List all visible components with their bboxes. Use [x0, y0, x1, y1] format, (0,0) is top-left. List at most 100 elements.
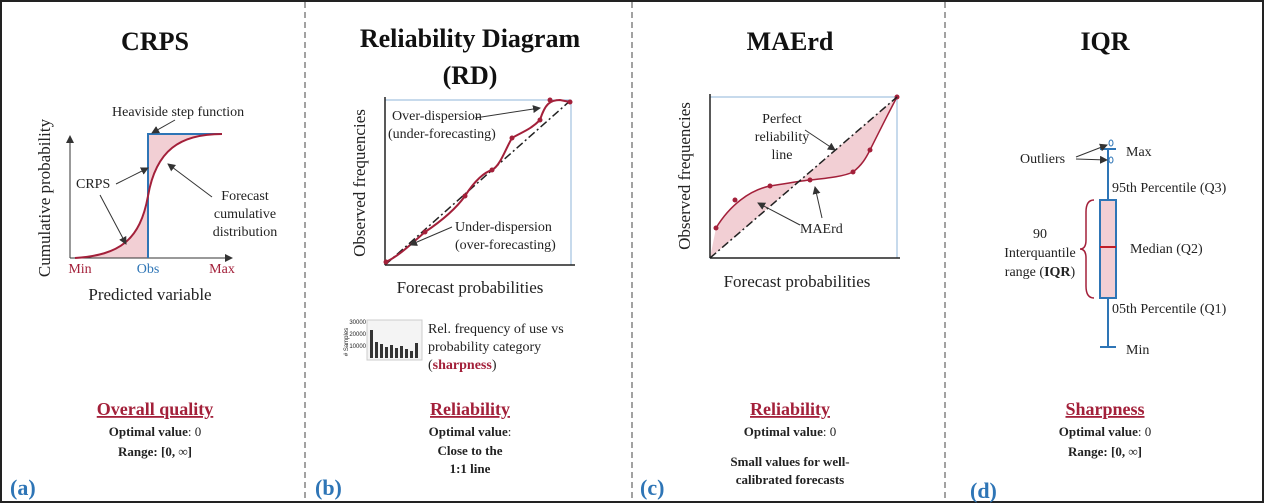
note: Small values for well-: [730, 454, 849, 469]
keyword: sharpness: [433, 358, 493, 373]
step-function: [147, 133, 222, 258]
diagonal: [384, 99, 572, 266]
property: Overall quality: [97, 399, 214, 419]
panel-title: CRPS: [121, 27, 189, 56]
y-axis-label: Observed frequencies: [350, 109, 369, 257]
decoration-circle: [462, 193, 468, 199]
label: 90: [1033, 227, 1047, 242]
decoration-circle: [422, 229, 428, 235]
reliability-curve: [715, 96, 898, 229]
optimal-key: Optimal value: [429, 424, 508, 439]
x-axis-label: Forecast probabilities: [397, 278, 544, 297]
optimal: Optimal value: 0: [1059, 424, 1151, 439]
y-axis-label: Cumulative probability: [35, 118, 54, 277]
optimal-value: : 0: [823, 424, 836, 439]
decoration-circle: [767, 183, 773, 189]
optimal: Optimal value:: [429, 424, 512, 439]
text: range (: [1005, 265, 1045, 280]
arrow: [151, 119, 176, 134]
x-axis-label: Forecast probabilities: [724, 272, 871, 291]
label: cumulative: [214, 207, 276, 222]
hist-note: Rel. frequency of use vs: [428, 322, 564, 337]
arrow: [115, 167, 149, 185]
property: Reliability: [750, 399, 830, 419]
label: Forecast: [221, 189, 269, 204]
cdf-curve: [74, 133, 223, 259]
paren: ): [492, 358, 497, 373]
optimal: Optimal value: 0: [109, 424, 201, 439]
tick-label: Max: [209, 262, 235, 277]
outlier: [1108, 139, 1114, 147]
decoration-rect: [395, 348, 398, 358]
keyword: IQR: [1044, 265, 1071, 280]
hist-note: (sharpness): [428, 358, 497, 373]
panel-tag: (d): [970, 478, 997, 503]
property: Sharpness: [1065, 399, 1144, 419]
label: Under-dispersion: [455, 220, 552, 235]
hist-tick: 20000: [349, 332, 366, 338]
decoration-circle: [713, 225, 719, 231]
box: [1099, 199, 1117, 299]
label: Over-dispersion: [392, 109, 482, 124]
label: Max: [1126, 145, 1152, 160]
panel-title: (RD): [443, 61, 498, 90]
hist-bars: [370, 330, 418, 358]
optimal-note: 1:1 line: [450, 461, 491, 476]
decoration-rect: [375, 342, 378, 358]
arrow: [757, 202, 801, 226]
optimal-key: Optimal value: [109, 424, 188, 439]
decoration-circle: [547, 97, 553, 103]
tick-label: Obs: [137, 262, 160, 277]
label: reliability: [755, 130, 809, 145]
text: ): [1071, 265, 1076, 280]
arrow: [409, 226, 453, 246]
decoration-rect: [390, 345, 393, 358]
optimal-value: : 0: [188, 424, 201, 439]
note: calibrated forecasts: [736, 472, 844, 487]
decoration-circle: [383, 259, 389, 265]
hist-tick: 10000: [349, 344, 366, 350]
tick-label: Min: [68, 262, 91, 277]
arrow: [474, 105, 541, 119]
label: 05th Percentile (Q1): [1112, 302, 1227, 317]
crps-area: [148, 134, 222, 196]
label: range (IQR): [1005, 265, 1076, 280]
decoration-rect: [410, 351, 413, 358]
label: Outliers: [1020, 152, 1065, 167]
paren: (: [428, 358, 433, 373]
x-axis-label: Predicted variable: [88, 285, 211, 304]
hist-axis: # Samples: [344, 328, 350, 356]
optimal-value: : 0: [1138, 424, 1151, 439]
range: Range: [0, ∞]: [118, 444, 192, 459]
arrow: [804, 129, 836, 151]
panel-tag: (a): [10, 475, 36, 500]
panel-tag: (c): [640, 475, 664, 500]
diagonal: [709, 96, 898, 259]
decoration-circle: [850, 169, 856, 175]
arrow: [1075, 155, 1108, 164]
decoration-circle: [509, 135, 515, 141]
decoration-circle: [867, 147, 873, 153]
label: (over-forecasting): [455, 238, 556, 253]
decoration-circle: [537, 117, 543, 123]
label: Perfect: [762, 112, 802, 127]
decoration-rect: [415, 343, 418, 358]
label: line: [772, 148, 793, 163]
points: [383, 97, 573, 265]
decoration-rect: [400, 346, 403, 358]
decoration-rect: [370, 330, 373, 358]
decoration-rect: [385, 347, 388, 358]
range: Range: [0, ∞]: [1068, 444, 1142, 459]
optimal-note: Close to the: [438, 443, 503, 458]
decoration-circle: [567, 99, 573, 105]
panel-tag: (b): [315, 475, 342, 500]
label: Interquantile: [1004, 246, 1076, 261]
outlier: [1108, 156, 1114, 164]
label: (under-forecasting): [388, 127, 496, 142]
label: Median (Q2): [1130, 242, 1203, 257]
brace: [1079, 199, 1095, 299]
label: distribution: [213, 225, 278, 240]
